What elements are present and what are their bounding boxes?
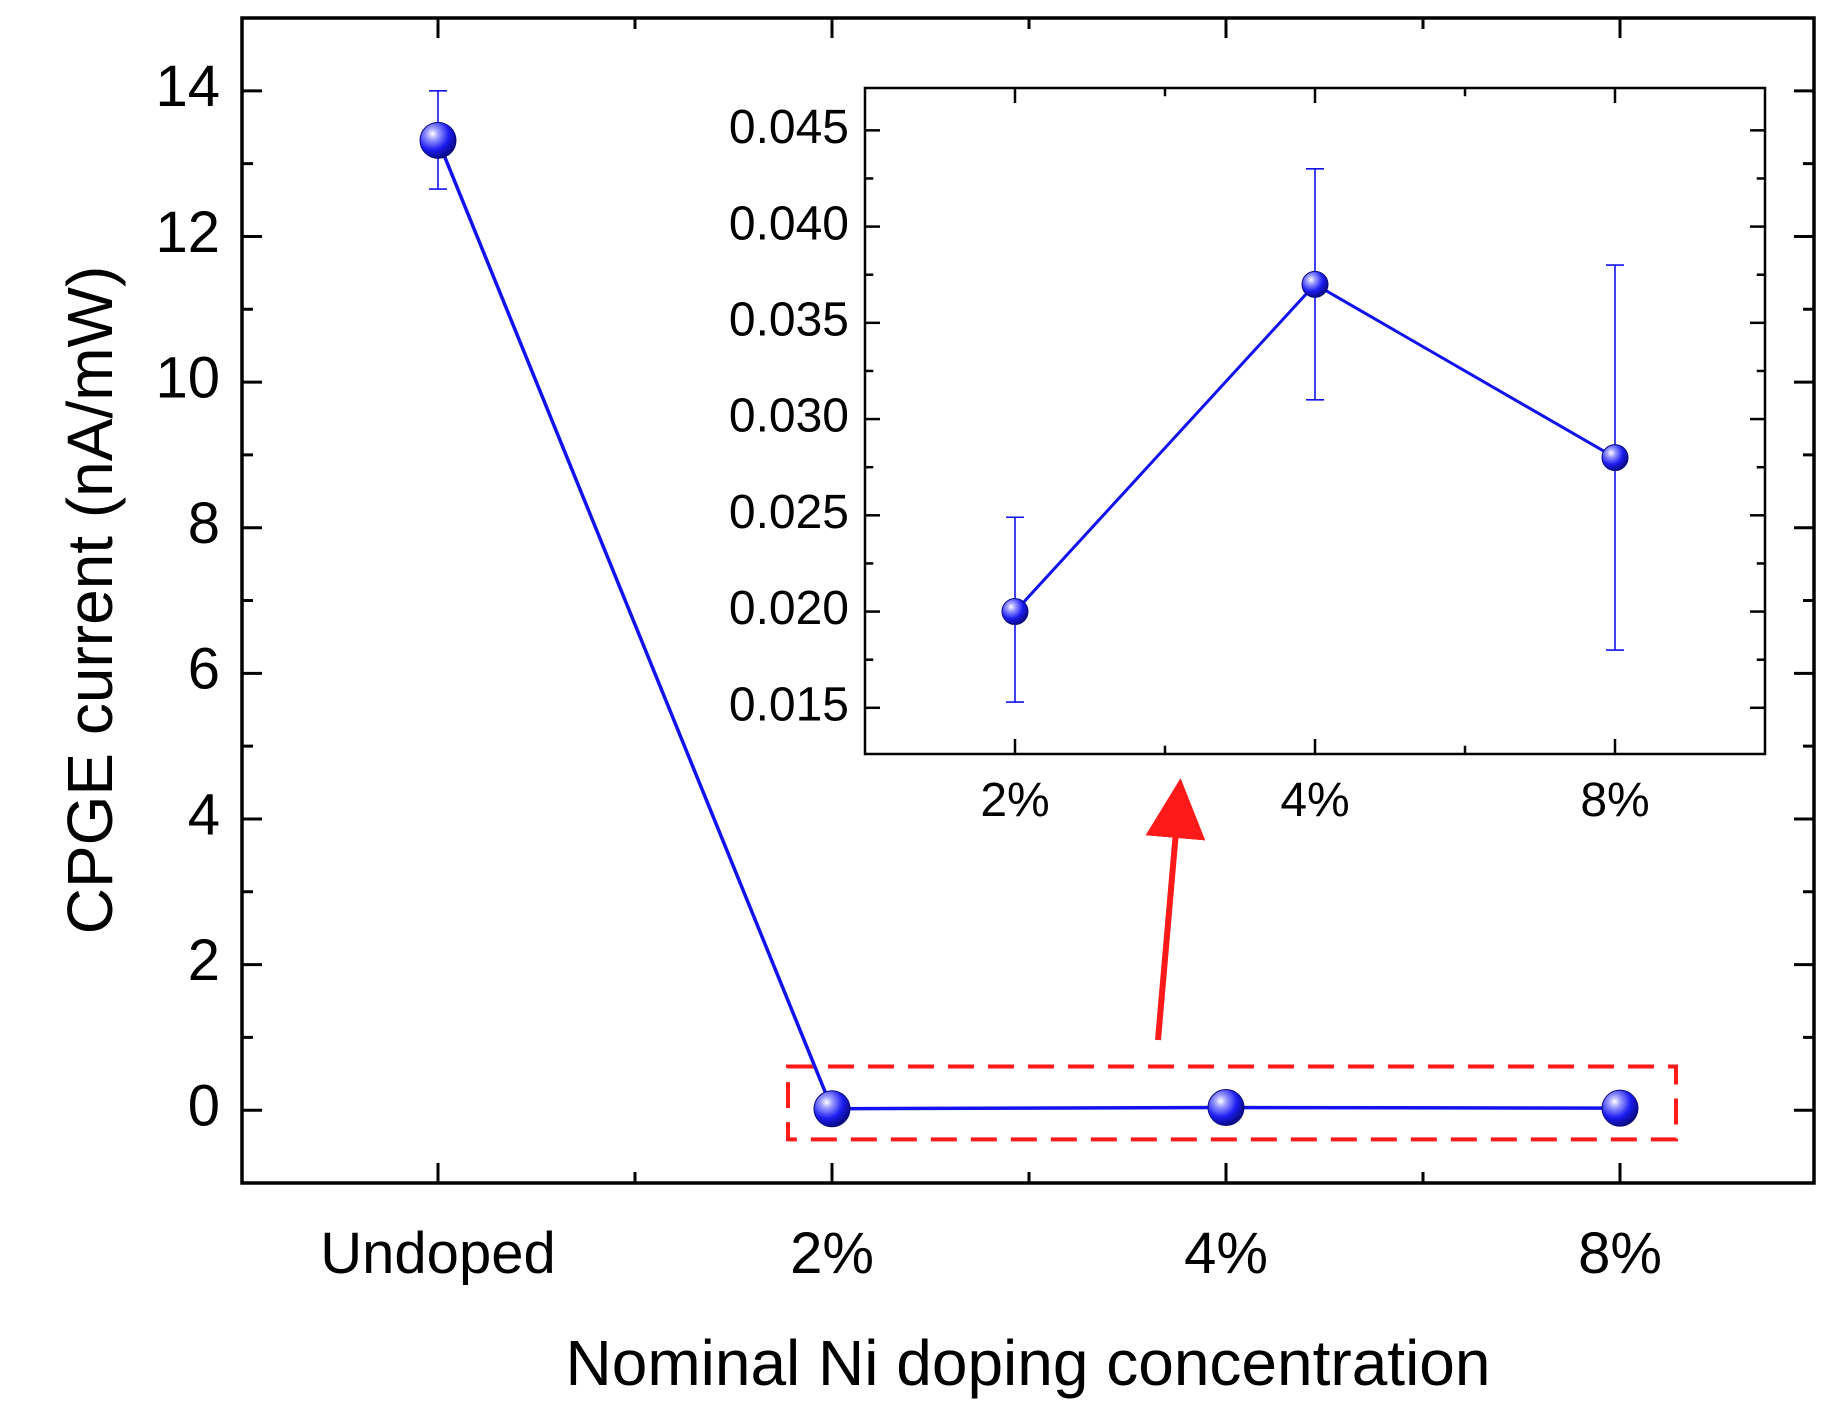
inset-xtick-label: 4% <box>1280 774 1349 827</box>
main-ytick-label: 0 <box>188 1074 220 1139</box>
inset-data-point <box>1301 270 1329 298</box>
x-axis-title: Nominal Ni doping concentration <box>566 1327 1491 1399</box>
inset-plot-area: 0.015 0.020 0.025 0.030 0.035 0.040 0.045 2% 4%… <box>729 86 1767 827</box>
main-ytick-label: 6 <box>188 637 220 702</box>
inset-ytick-label: 0.040 <box>729 197 849 250</box>
main-plot-area: 0 2 4 6 8 10 12 14 Undoped 2% 4% 8% CPGE current (… <box>54 16 1816 1399</box>
inset-data-point <box>1601 444 1629 472</box>
main-data-point <box>1207 1088 1245 1126</box>
inset-ytick-label: 0.025 <box>729 486 849 539</box>
main-ytick-label: 12 <box>155 200 220 265</box>
inset-xtick-label: 8% <box>1580 774 1649 827</box>
y-axis-title: CPGE current (nA/mW) <box>54 266 126 935</box>
main-y-ticks: 0 2 4 6 8 10 12 14 <box>155 54 1814 1139</box>
inset-x-ticks: 2% 4% 8% <box>980 88 1650 827</box>
main-xtick-label: 4% <box>1184 1221 1268 1286</box>
inset-ytick-label: 0.015 <box>729 678 849 731</box>
inset-xtick-label: 2% <box>980 774 1049 827</box>
main-series <box>419 90 1639 1128</box>
main-ytick-label: 4 <box>188 782 220 847</box>
main-ytick-label: 8 <box>188 491 220 556</box>
highlight-box <box>786 1064 1678 1142</box>
main-xtick-label: 2% <box>790 1221 874 1286</box>
main-ytick-label: 2 <box>188 928 220 993</box>
inset-ytick-label: 0.030 <box>729 390 849 443</box>
main-ytick-label: 14 <box>155 54 220 119</box>
inset-ytick-label: 0.035 <box>729 294 849 347</box>
inset-data-point <box>1001 598 1029 626</box>
inset-y-ticks: 0.015 0.020 0.025 0.030 0.035 0.040 0.045 <box>729 101 1765 731</box>
inset-ytick-label: 0.045 <box>729 101 849 154</box>
main-data-point <box>419 121 457 159</box>
highlight-arrow <box>1145 778 1206 1041</box>
main-series-line <box>436 139 1621 1111</box>
main-xtick-label: Undoped <box>320 1221 555 1286</box>
main-xtick-label: 8% <box>1578 1221 1662 1286</box>
inset-ytick-label: 0.020 <box>729 582 849 635</box>
inset-series <box>1001 168 1629 703</box>
main-ytick-label: 10 <box>155 345 220 410</box>
main-x-ticks: Undoped 2% 4% 8% <box>320 18 1662 1286</box>
main-data-point <box>813 1090 851 1128</box>
main-data-point <box>1601 1089 1639 1127</box>
highlight-box-group <box>786 778 1678 1142</box>
